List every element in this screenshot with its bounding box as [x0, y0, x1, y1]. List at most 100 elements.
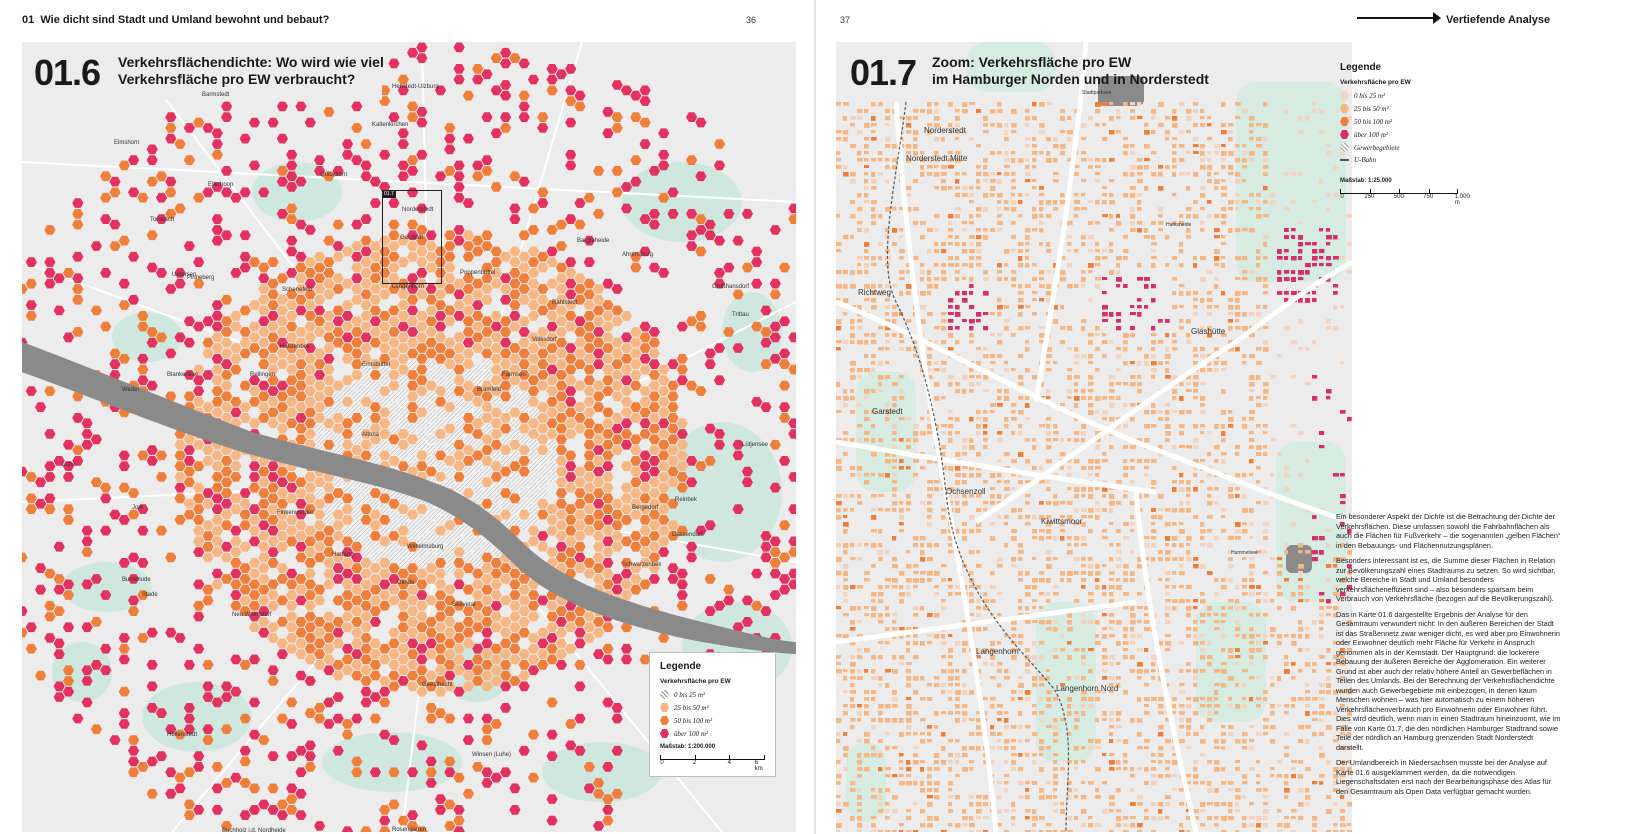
scale-ticks: 0 2 4 6 km	[660, 760, 763, 772]
chapter-number: 01	[22, 14, 35, 26]
map-number: 01.6	[34, 52, 101, 93]
place-label: Langenhorn Nord	[1056, 684, 1119, 693]
place-label: Harksheide	[1166, 222, 1192, 228]
hex-swatch-icon	[1340, 91, 1349, 100]
place-label: Norderstedt	[924, 126, 966, 135]
legend-item: über 100 m²	[1340, 130, 1500, 139]
place-label: Rellingen	[250, 372, 276, 378]
place-label: Bramfeld	[477, 387, 502, 393]
legend-title: Legende	[660, 661, 702, 672]
hex-swatch-icon	[1340, 104, 1349, 113]
place-label: Garstedt	[400, 235, 424, 241]
place-label: Langenhorn	[976, 647, 1019, 656]
legend-title: Legende	[1340, 62, 1382, 73]
place-label: Barmstedt	[202, 92, 230, 98]
legend-item: 50 bis 100 m²	[1340, 117, 1500, 126]
place-label: Kaltenkirchen	[372, 122, 409, 128]
place-label: Garstedt	[872, 407, 903, 416]
body-paragraph: Das in Karte 01.6 dargestellte Ergebnis …	[1336, 609, 1561, 752]
place-label: Großhansdorf	[712, 284, 750, 290]
place-label: Schenefeld	[282, 287, 313, 293]
legend-item: U-Bahn	[1340, 156, 1500, 164]
place-label: Elmshorn	[114, 140, 140, 146]
place-label: Stadtparksee	[1082, 90, 1112, 96]
map-title-line2: Verkehrsfläche pro EW verbraucht?	[118, 71, 356, 87]
place-label: Winsen (Luhe)	[472, 752, 512, 758]
hex-swatch-icon	[660, 703, 669, 712]
place-label: Harburg	[332, 552, 354, 558]
legend-item: 25 bis 50 m²	[660, 703, 765, 712]
place-label: Blankenese	[167, 372, 199, 378]
legend-01-7: Legende Verkehrsfläche pro EW 0 bis 25 m…	[1340, 62, 1500, 206]
place-label: Lütjensee	[742, 442, 769, 448]
scale-label: Maßstab: 1:25.000	[1340, 178, 1392, 184]
left-page: 01 Wie dicht sind Stadt und Umland bewoh…	[0, 0, 815, 834]
body-text: Ein besonderer Aspekt der Dichte ist die…	[1336, 512, 1562, 802]
legend-item: 0 bis 25 m²	[660, 690, 765, 699]
place-label: Buchholz i.d. Nordheide	[222, 828, 286, 832]
place-label: Richtweg	[858, 288, 891, 297]
chapter-header: 01 Wie dicht sind Stadt und Umland bewoh…	[22, 14, 329, 26]
place-label: Dassendorf	[672, 532, 703, 538]
place-label: Hollenstedt	[167, 732, 198, 738]
map-title-line1: Verkehrsflächendichte: Wo wird wie viel	[118, 54, 384, 70]
place-label: Eimsbüttel	[362, 362, 391, 368]
place-label: Altona	[362, 432, 380, 438]
place-label: Uetersen	[172, 272, 197, 278]
place-label: Rosengarten	[392, 827, 427, 832]
place-label: Rahlstedt	[552, 300, 578, 306]
place-label: Schwarzenbek	[622, 562, 662, 568]
place-label: Finkenwerder	[277, 510, 314, 516]
place-label: Norderstedt Mitte	[906, 154, 968, 163]
page-number-right: 37	[840, 15, 851, 25]
legend-item: 25 bis 50 m²	[1340, 104, 1500, 113]
place-label: Tornesch	[150, 217, 175, 223]
place-label: Langenhorn	[392, 284, 425, 290]
scale-bar	[660, 753, 765, 760]
place-label: Quickborn	[320, 172, 348, 178]
map-title-line2: im Hamburger Norden und in Norderstedt	[932, 71, 1209, 87]
place-label: Halstenbek	[280, 344, 311, 350]
page-number-left: 36	[746, 15, 757, 25]
map-title: Zoom: Verkehrsfläche pro EW im Hamburger…	[932, 54, 1209, 88]
place-label: Wilhelmsburg	[407, 544, 444, 550]
legend-subtitle: Verkehrsfläche pro EW	[660, 678, 731, 685]
page-gutter	[814, 0, 816, 834]
place-label: Seevetal	[452, 602, 476, 608]
place-label: Lühe	[62, 462, 76, 468]
hex-swatch-icon	[660, 729, 669, 738]
place-label: Ellerhoop	[208, 182, 234, 188]
map-number: 01.7	[850, 52, 917, 93]
nav-arrow-line	[1357, 17, 1437, 19]
ubahn-line-icon	[1340, 159, 1349, 161]
chapter-title: Wie dicht sind Stadt und Umland bewohnt …	[40, 14, 330, 26]
place-label: Glinde	[397, 580, 415, 586]
zoom-frame	[382, 190, 442, 284]
scale-label: Maßstab: 1:200.000	[660, 744, 716, 750]
body-paragraph: Ein besonderer Aspekt der Dichte ist die…	[1336, 512, 1561, 550]
place-label: Reinbek	[675, 497, 698, 503]
place-label: Bergedorf	[632, 505, 659, 511]
place-label: Volksdorf	[532, 337, 557, 343]
arrow-right-icon	[1433, 12, 1441, 24]
place-label: Kiwittsmoor	[1041, 517, 1083, 526]
body-paragraph: Der Umlandbereich in Niedersachsen musst…	[1336, 758, 1551, 796]
hatch-swatch-icon	[1340, 143, 1349, 152]
hatch-swatch-icon	[660, 690, 669, 699]
map-01-6: 01.6 Verkehrsflächendichte: Wo wird wie …	[22, 42, 796, 832]
place-label: Trittau	[732, 312, 749, 318]
legend-item: 50 bis 100 m²	[660, 716, 765, 725]
place-label: Hummelsee	[1231, 550, 1258, 556]
zoom-marker: 01.7	[382, 190, 396, 198]
legend-item: 0 bis 25 m²	[1340, 91, 1500, 100]
place-label: Jork	[132, 505, 144, 511]
map-01-7: 01.7 Zoom: Verkehrsfläche pro EW im Hamb…	[836, 42, 1352, 832]
body-paragraph: Besonders interessant ist es, die Summe …	[1336, 556, 1556, 603]
scale-ticks: 0 250 500 750 1.000 m	[1340, 194, 1470, 206]
map-title: Verkehrsflächendichte: Wo wird wie viel …	[118, 54, 384, 88]
place-label: Geesthacht	[422, 682, 453, 688]
place-label: Ahrensburg	[622, 252, 654, 258]
map-title-line1: Zoom: Verkehrsfläche pro EW	[932, 54, 1132, 70]
legend-item: über 100 m²	[660, 729, 765, 738]
legend-subtitle: Verkehrsfläche pro EW	[1340, 79, 1411, 86]
